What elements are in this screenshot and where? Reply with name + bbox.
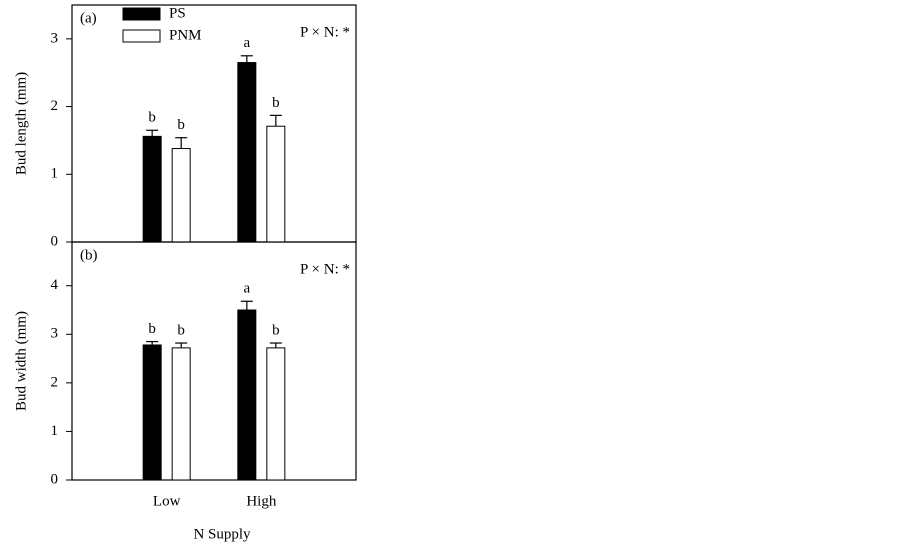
significance-letter: b xyxy=(148,110,156,126)
significance-letter: a xyxy=(243,35,250,51)
x-axis-label: N Supply xyxy=(193,526,251,542)
y-tick-label: 0 xyxy=(51,233,59,249)
y-tick-label: 2 xyxy=(51,98,59,114)
panel-label: (b) xyxy=(80,247,98,263)
error-bar xyxy=(240,55,253,63)
y-tick-label: 0 xyxy=(51,471,59,487)
error-bar xyxy=(240,300,253,310)
bar xyxy=(142,135,162,243)
plot-frame xyxy=(71,4,357,243)
error-bar xyxy=(269,114,282,127)
y-tick-label: 1 xyxy=(51,423,59,439)
bar xyxy=(237,62,257,243)
x-tick-label: High xyxy=(246,493,277,509)
y-tick-label: 1 xyxy=(51,166,59,182)
significance-letter: b xyxy=(148,321,156,337)
significance-letter: b xyxy=(177,322,185,338)
bar xyxy=(171,347,191,481)
significance-letter: b xyxy=(272,95,280,111)
significance-letter: b xyxy=(177,117,185,133)
y-tick-label: 3 xyxy=(51,30,59,46)
legend-swatch xyxy=(122,7,161,21)
bar xyxy=(266,125,286,243)
y-tick-label: 2 xyxy=(51,374,59,390)
significance-letter: b xyxy=(272,322,280,338)
bar xyxy=(237,309,257,481)
legend-swatch xyxy=(122,29,161,43)
y-axis-label: Bud width (mm) xyxy=(13,311,29,411)
annotation: P × N: * xyxy=(300,24,350,40)
error-bar xyxy=(175,342,188,348)
plot-frame xyxy=(71,241,357,481)
error-bar xyxy=(175,137,188,149)
error-bar xyxy=(146,129,159,137)
bar xyxy=(171,148,191,243)
significance-letter: a xyxy=(243,281,250,297)
y-axis-label: Bud length (mm) xyxy=(13,72,29,175)
error-bar xyxy=(269,342,282,348)
legend-label: PNM xyxy=(169,27,202,43)
bar xyxy=(266,347,286,481)
x-tick-label: Low xyxy=(153,493,181,509)
legend-label: PS xyxy=(169,5,186,21)
bar xyxy=(142,344,162,481)
panel-label: (a) xyxy=(80,10,97,26)
annotation: P × N: * xyxy=(300,261,350,277)
y-tick-label: 3 xyxy=(51,326,59,342)
y-tick-label: 4 xyxy=(51,277,59,293)
error-bar xyxy=(146,340,159,345)
